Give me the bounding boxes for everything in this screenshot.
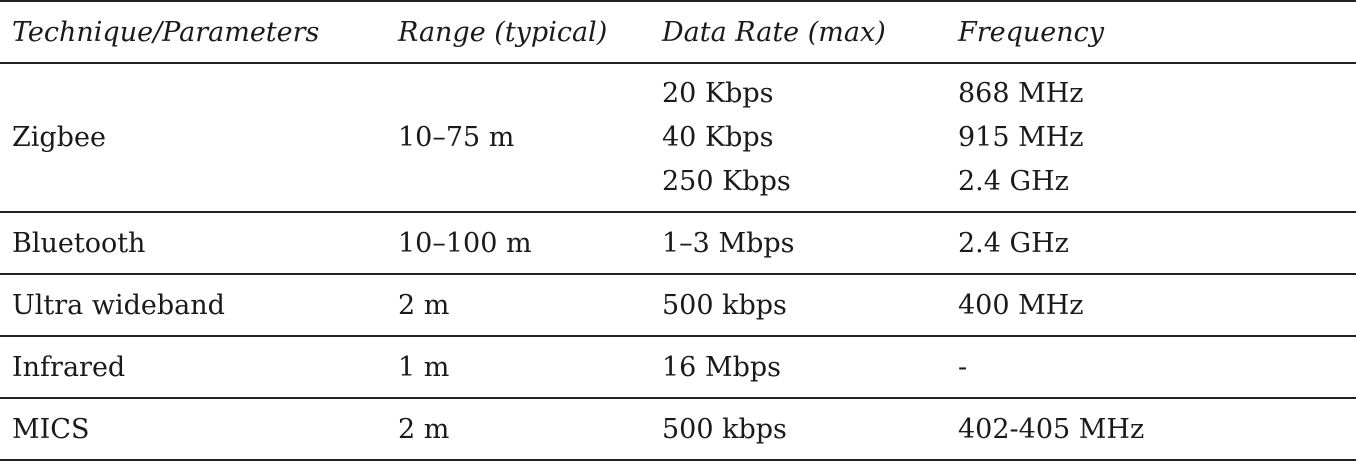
cell-technique: MICS	[0, 398, 386, 461]
cell-frequency: 2.4 GHz	[946, 212, 1356, 275]
table-header-row: Technique/Parameters Range (typical) Dat…	[0, 0, 1356, 64]
cell-technique: Infrared	[0, 336, 386, 399]
table-row: MICS 2 m 500 kbps 402-405 MHz	[0, 398, 1356, 461]
cell-range: 10–100 m	[386, 212, 650, 275]
cell-data-rate-line: 20 Kbps	[662, 77, 774, 109]
cell-frequency: 868 MHz 915 MHz 2.4 GHz	[946, 63, 1356, 213]
table-row: Bluetooth 10–100 m 1–3 Mbps 2.4 GHz	[0, 212, 1356, 275]
cell-frequency-line: 915 MHz	[958, 121, 1084, 153]
cell-frequency-line: 2.4 GHz	[958, 165, 1069, 197]
cell-data-rate: 16 Mbps	[650, 336, 946, 399]
cell-range: 2 m	[386, 398, 650, 461]
cell-data-rate-line: 250 Kbps	[662, 165, 791, 197]
cell-frequency-line: 868 MHz	[958, 77, 1084, 109]
cell-data-rate: 1–3 Mbps	[650, 212, 946, 275]
table-row: Ultra wideband 2 m 500 kbps 400 MHz	[0, 274, 1356, 337]
cell-data-rate: 20 Kbps 40 Kbps 250 Kbps	[650, 63, 946, 213]
cell-frequency: 402-405 MHz	[946, 398, 1356, 461]
cell-technique: Zigbee	[0, 63, 386, 213]
cell-technique: Ultra wideband	[0, 274, 386, 337]
header-technique: Technique/Parameters	[0, 0, 386, 64]
header-range: Range (typical)	[386, 0, 650, 64]
cell-data-rate-line: 40 Kbps	[662, 121, 774, 153]
cell-technique: Bluetooth	[0, 212, 386, 275]
header-frequency: Frequency	[946, 0, 1356, 64]
cell-range: 2 m	[386, 274, 650, 337]
cell-frequency: -	[946, 336, 1356, 399]
cell-range: 1 m	[386, 336, 650, 399]
cell-data-rate: 500 kbps	[650, 274, 946, 337]
table-row: Infrared 1 m 16 Mbps -	[0, 336, 1356, 399]
header-data-rate: Data Rate (max)	[650, 0, 946, 64]
cell-range: 10–75 m	[386, 63, 650, 213]
cell-frequency: 400 MHz	[946, 274, 1356, 337]
cell-data-rate: 500 kbps	[650, 398, 946, 461]
table-row: Zigbee 10–75 m 20 Kbps 40 Kbps 250 Kbps …	[0, 63, 1356, 213]
